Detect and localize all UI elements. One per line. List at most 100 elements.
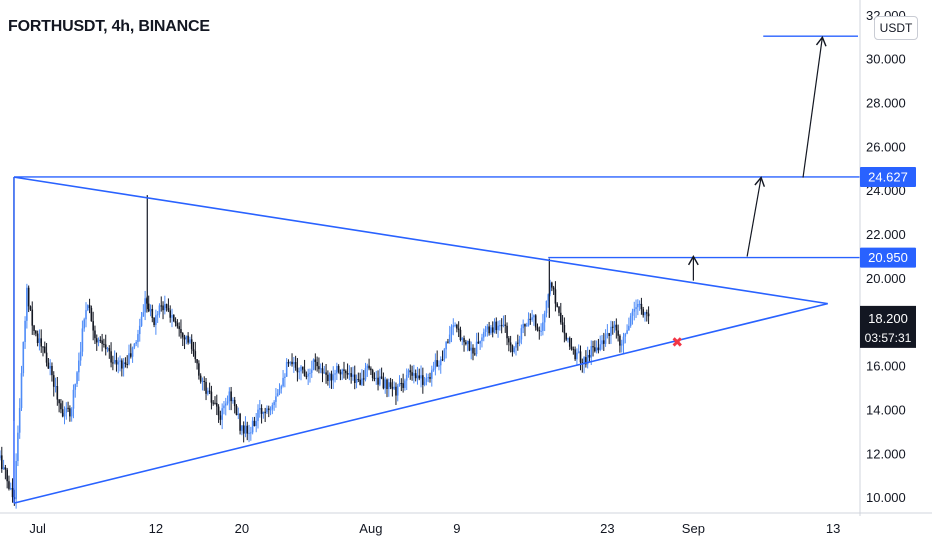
candle-body xyxy=(640,303,643,310)
candle-body xyxy=(373,378,376,380)
candle-body xyxy=(642,309,645,316)
candle-body xyxy=(477,341,480,344)
candle-body xyxy=(370,368,372,371)
candle-body xyxy=(257,409,259,422)
candle-body xyxy=(613,324,616,328)
candle-body xyxy=(233,399,236,407)
invalidation-x-icon: ✖ xyxy=(671,335,683,351)
candle-body xyxy=(122,362,125,369)
plot-area[interactable] xyxy=(0,0,860,513)
price-tag-high-bg xyxy=(860,166,916,187)
candle-body xyxy=(106,348,109,350)
candle-body xyxy=(250,432,252,434)
candle-body xyxy=(67,407,69,409)
candle-body xyxy=(81,328,84,352)
candle-body xyxy=(131,347,134,357)
price-tag-mid-bg xyxy=(860,247,916,268)
candle-body xyxy=(276,393,279,397)
candle-body xyxy=(418,375,421,379)
candle-body xyxy=(190,339,193,350)
candle-body xyxy=(248,432,250,434)
candle-body xyxy=(24,320,26,342)
candle-body xyxy=(36,333,39,344)
candle-body xyxy=(336,366,338,374)
candle-body xyxy=(644,312,646,316)
candle-body xyxy=(434,360,437,369)
candle-body xyxy=(339,371,342,375)
candle-body xyxy=(499,325,501,327)
price-tags: 24.627 20.950 18.200 03:57:31 xyxy=(860,166,916,348)
candle-body xyxy=(26,287,28,321)
candle-body xyxy=(224,403,227,406)
candle-body xyxy=(635,307,637,310)
candle-body xyxy=(255,421,258,427)
candle-body xyxy=(97,339,100,343)
candle-body xyxy=(414,373,417,379)
candle-body xyxy=(404,380,406,388)
candle-body xyxy=(493,321,496,333)
candle-body xyxy=(429,377,431,379)
candle-body xyxy=(291,361,293,365)
candle-body xyxy=(518,339,521,343)
candle-body xyxy=(457,328,460,330)
candle-body xyxy=(119,360,121,362)
candle-body xyxy=(486,326,489,330)
candle-body xyxy=(264,411,266,413)
candle-body xyxy=(217,406,220,416)
candle-body xyxy=(45,352,48,363)
price-tag-high: 24.627 xyxy=(868,169,908,184)
candle-body xyxy=(588,354,591,358)
candle-body xyxy=(160,305,163,307)
candle-body xyxy=(226,401,229,404)
candle-body xyxy=(260,408,263,414)
candle-body xyxy=(95,338,98,343)
candle-body xyxy=(126,364,129,366)
projection-arrow xyxy=(746,176,766,257)
candle-body xyxy=(337,366,340,372)
candle-body xyxy=(551,282,553,288)
candle-body xyxy=(192,349,195,352)
candle-body xyxy=(398,383,401,386)
candle-body xyxy=(538,329,541,332)
candle-body xyxy=(0,455,1,459)
candles xyxy=(0,177,650,509)
y-tick-label: 26.000 xyxy=(866,139,906,154)
candle-body xyxy=(389,382,392,387)
candle-body xyxy=(513,347,516,353)
candle-body xyxy=(436,360,438,367)
candle-body xyxy=(54,386,57,388)
candle-body xyxy=(452,325,455,327)
candle-body xyxy=(65,407,68,413)
candle-body xyxy=(196,359,198,364)
candle-body xyxy=(314,359,317,363)
currency-button[interactable]: USDT xyxy=(874,16,918,40)
candle-body xyxy=(76,372,78,384)
y-tick-label: 30.000 xyxy=(866,52,906,67)
candle-body xyxy=(99,339,102,341)
candle-body xyxy=(384,379,387,389)
candle-body xyxy=(92,321,94,331)
candle-body xyxy=(74,383,77,390)
candle-body xyxy=(443,349,446,360)
candle-body xyxy=(138,325,141,335)
candle-body xyxy=(296,367,299,373)
x-tick-label: 13 xyxy=(826,521,840,536)
candle-body xyxy=(115,360,118,365)
candle-body xyxy=(343,369,345,371)
candle-body xyxy=(151,308,154,318)
candle-body xyxy=(633,309,636,312)
candle-body xyxy=(473,353,476,355)
candle-body xyxy=(570,346,573,350)
candle-body xyxy=(608,333,610,336)
candle-body xyxy=(124,362,127,365)
candle-body xyxy=(520,328,523,340)
candle-body xyxy=(17,432,19,462)
candle-body xyxy=(183,337,186,340)
candle-body xyxy=(172,315,175,322)
candle-body xyxy=(294,362,297,368)
countdown-label: 03:57:31 xyxy=(865,331,912,345)
candle-body xyxy=(490,327,492,334)
candle-body xyxy=(366,365,369,369)
candle-body xyxy=(572,349,575,351)
